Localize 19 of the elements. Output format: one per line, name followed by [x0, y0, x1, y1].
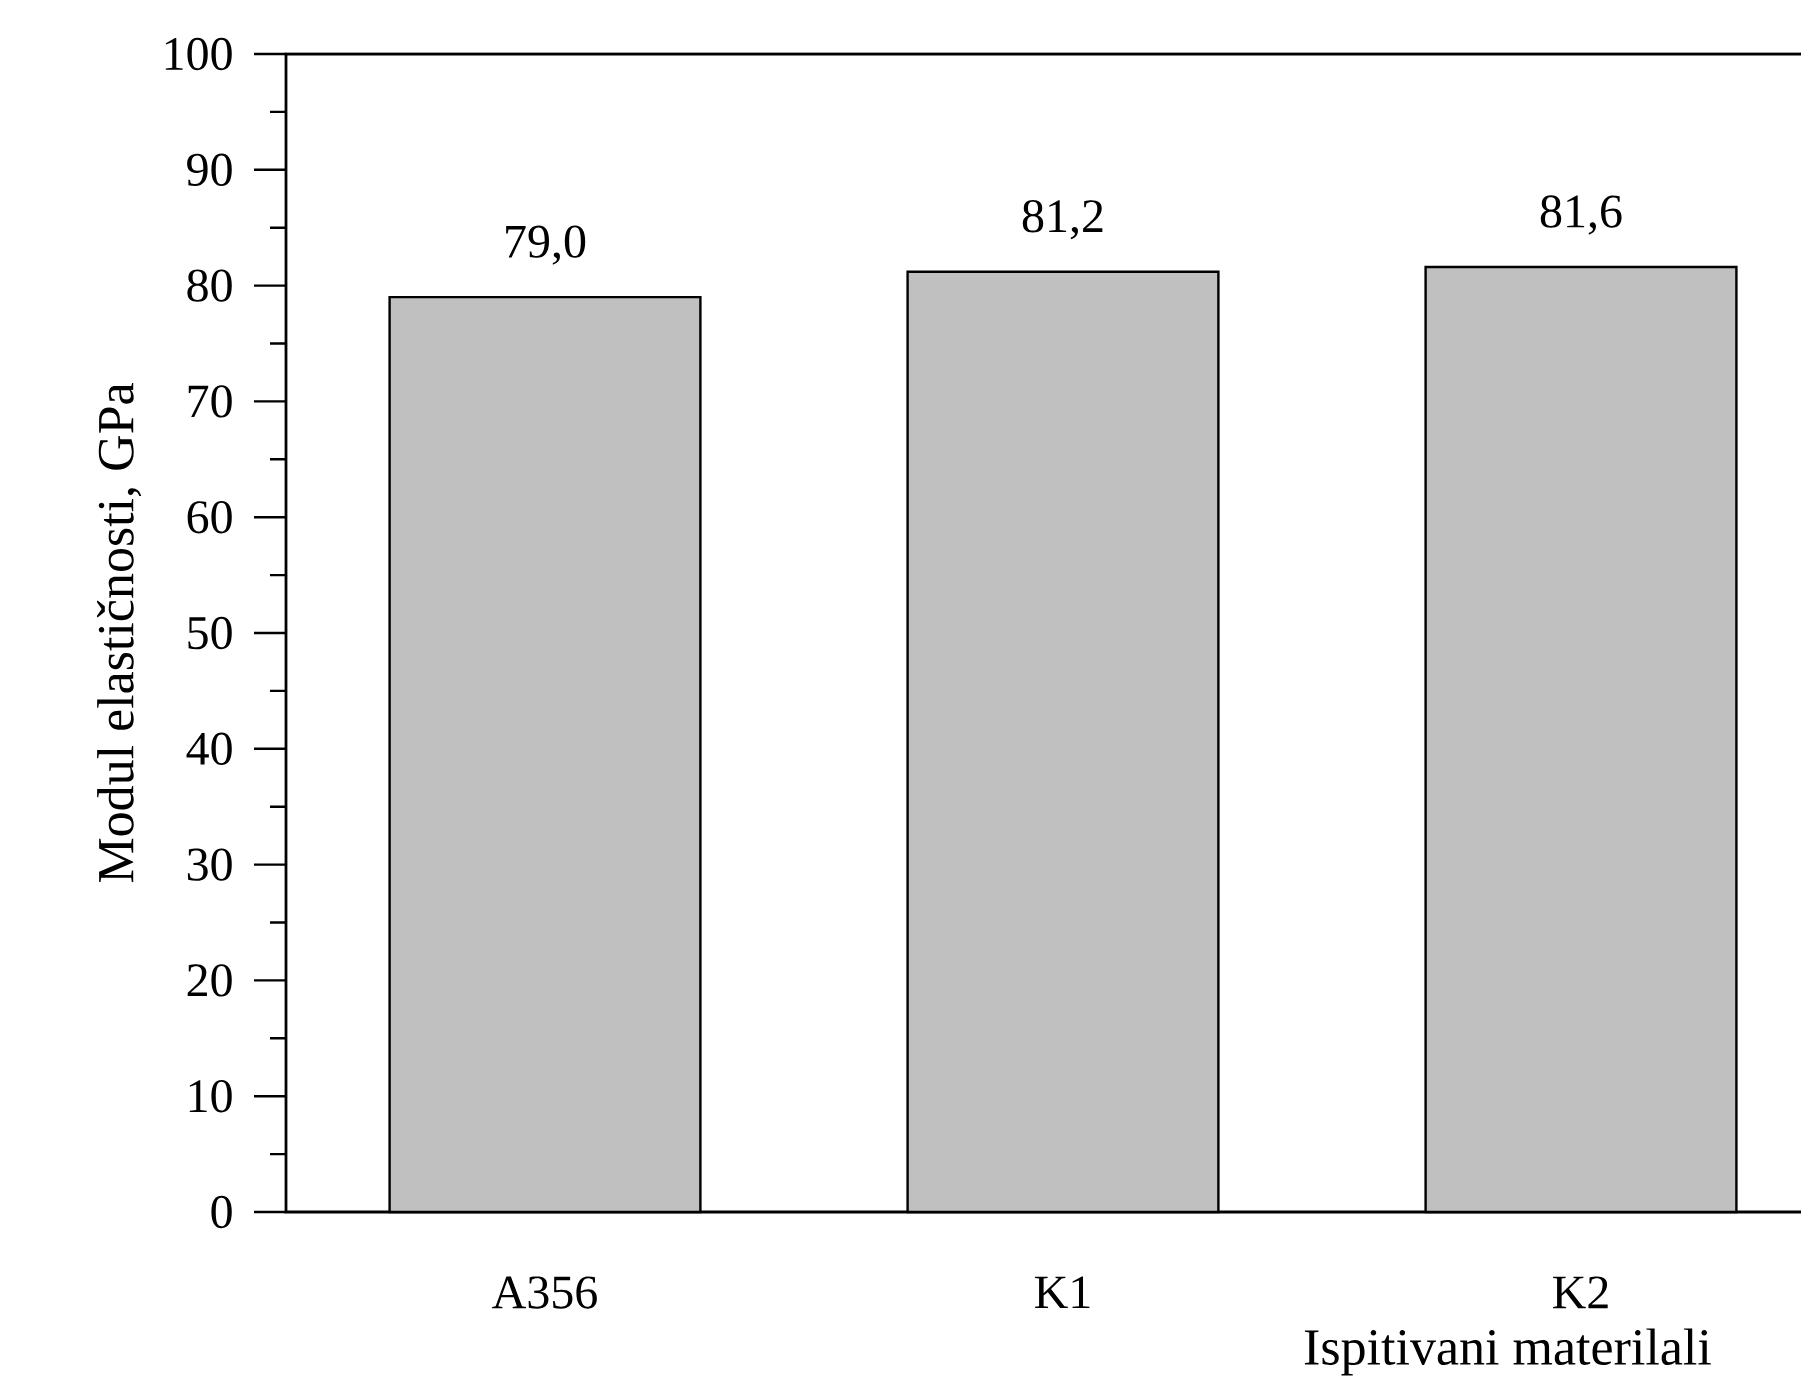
y-tick-label: 80	[187, 269, 232, 302]
x-tick-label: K1	[1035, 1276, 1090, 1309]
y-tick-label: 70	[188, 385, 232, 418]
y-tick-label: 60	[187, 500, 232, 534]
y-tick-label: 30	[187, 848, 232, 881]
x-tick-label: A356	[492, 1276, 597, 1309]
y-tick-label: 50	[188, 616, 232, 650]
y-axis-title: Modul elastičnosti, GPa	[97, 383, 142, 883]
y-tick-label: 20	[187, 964, 232, 997]
x-axis-title: Ispitivani materilali	[1304, 1328, 1711, 1376]
x-tick-label: K2	[1553, 1276, 1608, 1309]
y-tick-label: 90	[187, 153, 232, 186]
y-tick-label: 10	[189, 1079, 232, 1113]
y-tick-label: 100	[165, 37, 232, 71]
data-label: 79,0	[506, 225, 586, 265]
data-label: 81,6	[1540, 195, 1622, 235]
data-label: 81,2	[1022, 199, 1103, 240]
y-tick-label: 40	[186, 732, 232, 765]
y-tick-label: 0	[211, 1195, 232, 1229]
